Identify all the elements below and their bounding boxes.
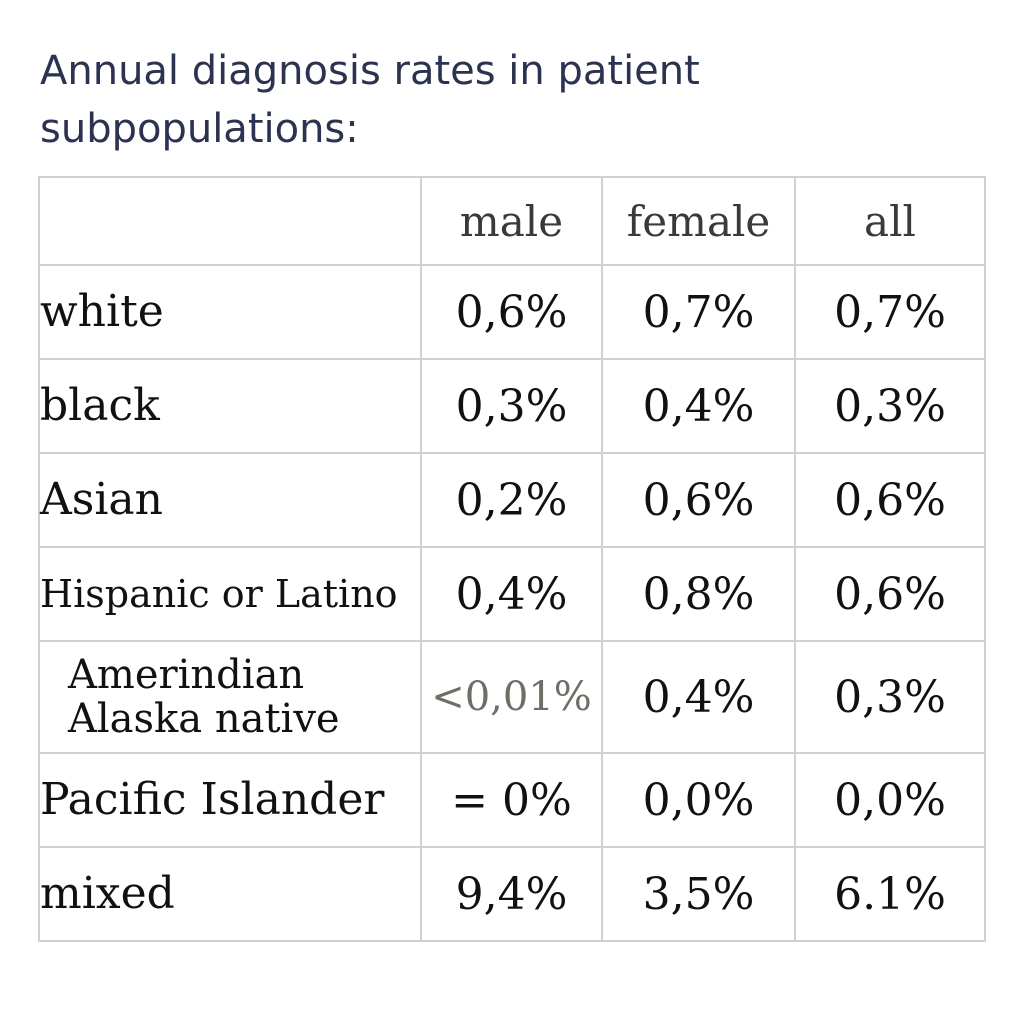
table-row-hispanic: Hispanic or Latino 0,4% 0,8% 0,6%: [38, 546, 986, 642]
cell-female: 0,0%: [601, 752, 796, 848]
cell-male: = 0%: [420, 752, 603, 848]
cell-male: 0,2%: [420, 452, 603, 548]
cell-female: 0,4%: [601, 640, 796, 754]
row-label: black: [38, 358, 422, 454]
cell-male: <0,01%: [420, 640, 603, 754]
cell-male: 0,6%: [420, 264, 603, 360]
header-cell-female: female: [601, 176, 796, 266]
cell-female: 0,4%: [601, 358, 796, 454]
page-title: Annual diagnosis rates in patient subpop…: [40, 48, 700, 152]
table-row-asian: Asian 0,2% 0,6% 0,6%: [38, 452, 986, 548]
cell-female: 0,8%: [601, 546, 796, 642]
header-cell-all: all: [794, 176, 986, 266]
cell-female: 0,6%: [601, 452, 796, 548]
cell-male: 9,4%: [420, 846, 603, 942]
header-cell-male: male: [420, 176, 603, 266]
row-label: mixed: [38, 846, 422, 942]
row-label: Amerindian Alaska native: [38, 640, 422, 754]
row-label: Hispanic or Latino: [38, 546, 422, 642]
row-label: Asian: [38, 452, 422, 548]
header-cell-empty: [38, 176, 422, 266]
table-row-amerindian: Amerindian Alaska native <0,01% 0,4% 0,3…: [38, 640, 986, 754]
table-row-black: black 0,3% 0,4% 0,3%: [38, 358, 986, 454]
diagnosis-rates-table: male female all white 0,6% 0,7% 0,7% bla…: [38, 176, 986, 942]
table-header-row: male female all: [38, 176, 986, 266]
cell-all: 0,0%: [794, 752, 986, 848]
table-row-white: white 0,6% 0,7% 0,7%: [38, 264, 986, 360]
row-label: white: [38, 264, 422, 360]
table-row-mixed: mixed 9,4% 3,5% 6.1%: [38, 846, 986, 942]
cell-male: 0,4%: [420, 546, 603, 642]
cell-female: 0,7%: [601, 264, 796, 360]
cell-male: 0,3%: [420, 358, 603, 454]
cell-all: 6.1%: [794, 846, 986, 942]
row-label: Pacific Islander: [38, 752, 422, 848]
table-row-pacific-islander: Pacific Islander = 0% 0,0% 0,0%: [38, 752, 986, 848]
cell-all: 0,6%: [794, 546, 986, 642]
cell-all: 0,7%: [794, 264, 986, 360]
cell-all: 0,6%: [794, 452, 986, 548]
cell-all: 0,3%: [794, 358, 986, 454]
cell-female: 3,5%: [601, 846, 796, 942]
cell-all: 0,3%: [794, 640, 986, 754]
